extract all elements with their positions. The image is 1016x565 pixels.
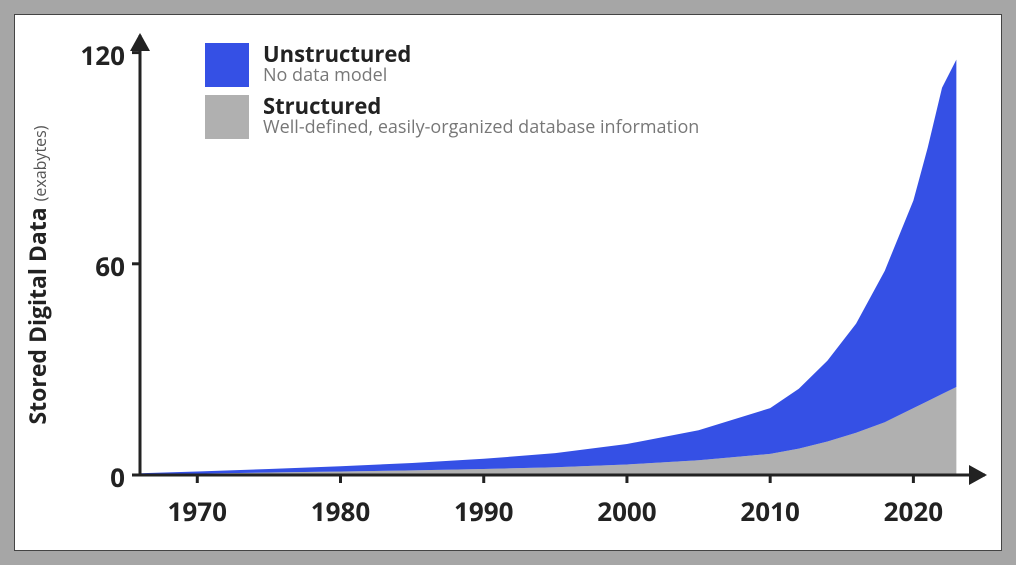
legend: Unstructured No data model Structured We… xyxy=(205,43,699,147)
legend-swatch-structured xyxy=(205,95,249,139)
y-tick-label: 0 xyxy=(65,459,125,495)
y-axis-unit-text: (exabytes) xyxy=(29,126,51,202)
chart-frame: Stored Digital Data (exabytes) Unstructu… xyxy=(14,14,1002,551)
x-tick-label: 2020 xyxy=(884,493,943,529)
x-tick-label: 1970 xyxy=(168,493,227,529)
y-axis-title-text: Stored Digital Data xyxy=(21,207,53,424)
y-axis-title: Stored Digital Data (exabytes) xyxy=(21,126,53,425)
x-tick-label: 2010 xyxy=(740,493,799,529)
legend-swatch-unstructured xyxy=(205,43,249,87)
legend-subtitle-unstructured: No data model xyxy=(263,66,411,86)
x-tick-label: 1980 xyxy=(311,493,370,529)
x-tick-label: 2000 xyxy=(597,493,656,529)
legend-subtitle-structured: Well-defined, easily-organized database … xyxy=(263,118,699,138)
y-tick-label: 60 xyxy=(65,248,125,284)
legend-item-structured: Structured Well-defined, easily-organize… xyxy=(205,95,699,139)
x-tick-label: 1990 xyxy=(454,493,513,529)
y-tick-label: 120 xyxy=(65,37,125,73)
legend-item-unstructured: Unstructured No data model xyxy=(205,43,699,87)
